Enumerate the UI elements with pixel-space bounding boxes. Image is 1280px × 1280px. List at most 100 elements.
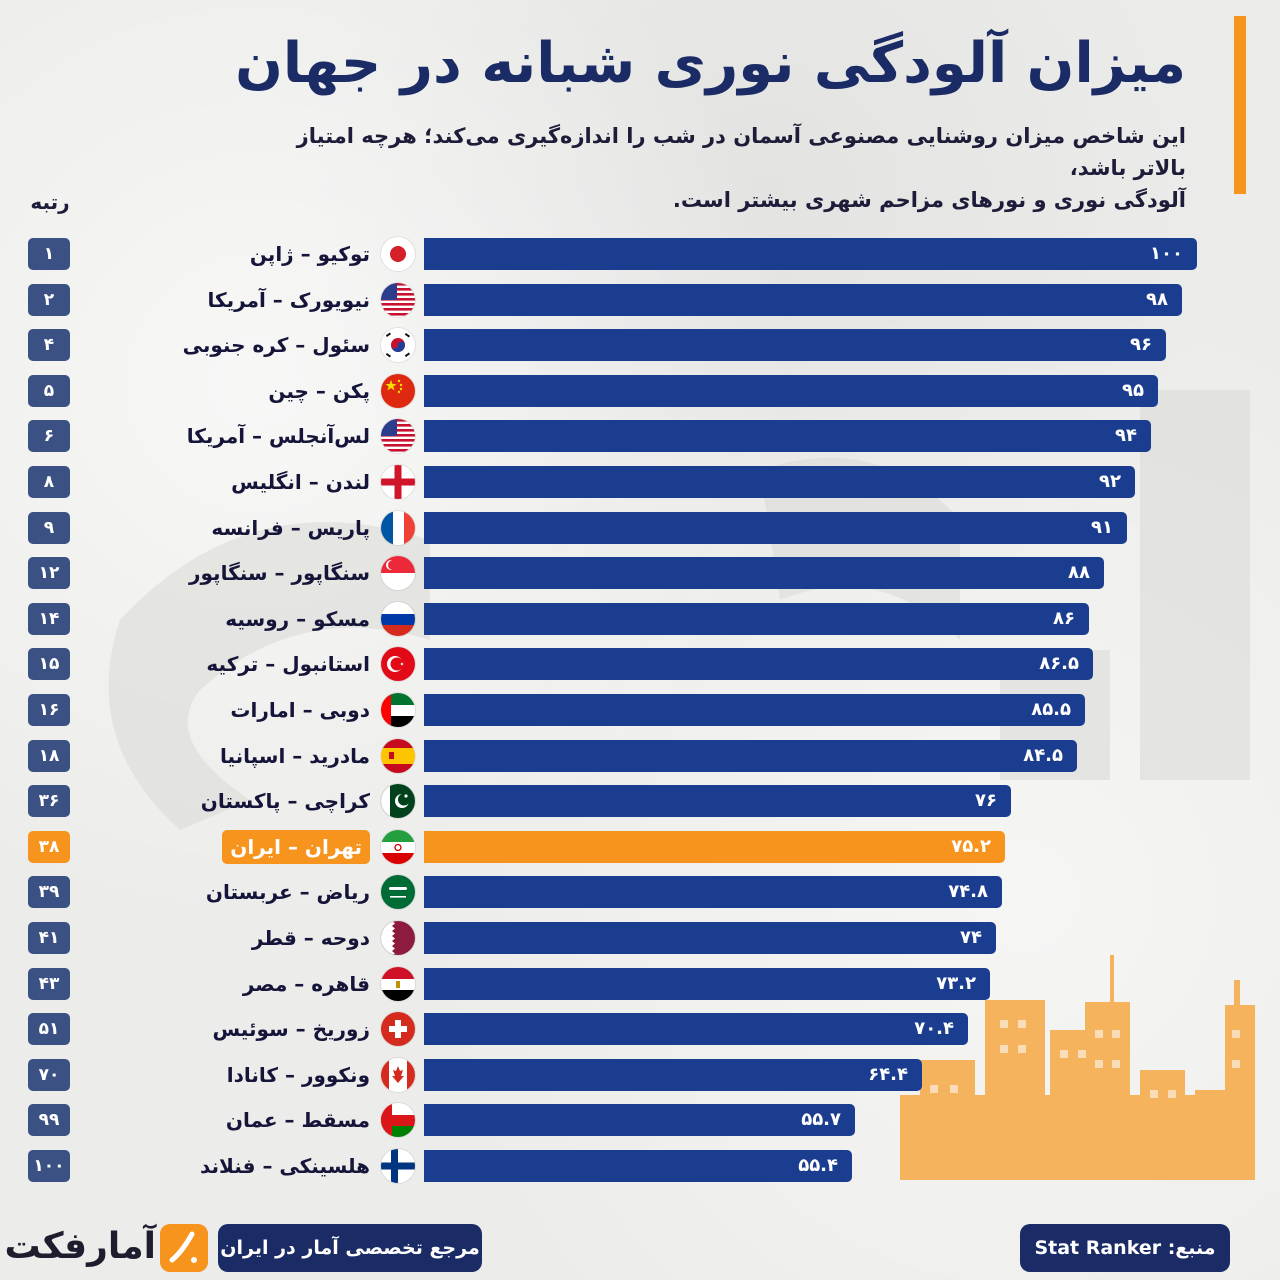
value-label: ۹۶: [1130, 334, 1152, 356]
rank-badge: ۴۱: [28, 922, 70, 954]
chart-row: ۵۱ زوریخ – سوئیس ۷۰.۴: [0, 1011, 1280, 1047]
source-label: منبع: Stat Ranker: [1020, 1224, 1230, 1272]
value-label: ۶۴.۴: [868, 1063, 908, 1085]
bar: [424, 420, 1151, 453]
usa-flag-icon: [381, 419, 415, 454]
chart-row: ۱۴ مسکو – روسیه ۸۶: [0, 601, 1280, 637]
city-label: دوحه – قطر: [251, 926, 370, 950]
city-label: پکن – چین: [268, 378, 370, 403]
value-label: ۵۵.۷: [801, 1109, 841, 1131]
city-label: استانبول – ترکیه: [206, 652, 370, 677]
bar: [424, 967, 990, 1000]
city-label: دوبی – امارات: [230, 698, 370, 722]
bar: [424, 648, 1093, 681]
value-label: ۱۰۰: [1150, 243, 1183, 264]
rank-badge: ۱۵: [28, 648, 70, 681]
rank-badge: ۱۶: [28, 694, 70, 726]
china-flag-icon: [381, 373, 415, 408]
bar: [424, 876, 1002, 909]
canada-flag-icon: [381, 1057, 415, 1092]
bar: [424, 238, 1197, 270]
value-label: ۸۶: [1053, 607, 1075, 629]
chart-row: ۱ توکیو – ژاپن ۱۰۰: [0, 236, 1280, 272]
switzerland-flag-icon: [381, 1012, 415, 1047]
value-label: ۹۱: [1091, 516, 1113, 538]
bar: [424, 602, 1089, 635]
chart-row: ۱۵ استانبول – ترکیه ۸۶.۵: [0, 646, 1280, 682]
value-label: ۷۴.۸: [948, 881, 988, 903]
chart-row: ۱۶ دوبی – امارات ۸۵.۵: [0, 692, 1280, 728]
logo-icon: [160, 1224, 208, 1272]
source-text: منبع: Stat Ranker: [1034, 1237, 1216, 1259]
rank-badge: ۳۶: [28, 785, 70, 818]
rank-badge: ۹: [28, 511, 70, 544]
city-label: سنگاپور – سنگاپور: [189, 561, 370, 586]
bar: [424, 1104, 855, 1137]
chart-row: ۱۰۰ هلسینکی – فنلاند ۵۵.۴: [0, 1148, 1280, 1184]
chart-row: ۸ لندن – انگلیس ۹۲: [0, 464, 1280, 500]
usa-flag-icon: [381, 282, 415, 317]
value-label: ۵۵.۴: [798, 1155, 838, 1176]
city-label: نیویورک – آمریکا: [207, 287, 370, 312]
value-label: ۹۵: [1122, 379, 1144, 401]
rank-badge: ۵۱: [28, 1013, 70, 1046]
city-label: تهران – ایران: [222, 829, 370, 864]
england-flag-icon: [381, 465, 415, 499]
rank-column-header: رتبه: [30, 190, 70, 214]
south-korea-flag-icon: [381, 328, 415, 363]
rank-badge: ۶: [28, 420, 70, 453]
rank-badge: ۴: [28, 329, 70, 362]
rank-badge: ۳۸: [28, 830, 70, 863]
city-label: سئول – کره جنوبی: [182, 333, 370, 358]
city-label: لس‌آنجلس – آمریکا: [186, 424, 370, 449]
chart-row: ۴۳ قاهره – مصر ۷۳.۲: [0, 966, 1280, 1002]
title-accent-bar: [1234, 16, 1246, 194]
egypt-flag-icon: [381, 966, 415, 1001]
rank-badge: ۵: [28, 374, 70, 407]
finland-flag-icon: [381, 1149, 415, 1183]
russia-flag-icon: [381, 601, 415, 636]
city-label: قاهره – مصر: [242, 971, 370, 996]
city-label: پاریس – فرانسه: [211, 515, 370, 540]
rank-badge: ۱۴: [28, 602, 70, 635]
value-label: ۸۵.۵: [1031, 699, 1071, 720]
page-title: میزان آلودگی نوری شبانه در جهان: [235, 31, 1186, 96]
bar: [424, 374, 1158, 407]
bar: [424, 922, 996, 954]
rank-badge: ۸: [28, 466, 70, 498]
city-label: مادرید – اسپانیا: [219, 743, 370, 768]
rank-badge: ۲: [28, 283, 70, 316]
bar: [424, 466, 1135, 498]
saudi-flag-icon: [381, 875, 415, 910]
singapore-flag-icon: [381, 556, 415, 591]
chart-row: ۹ پاریس – فرانسه ۹۱: [0, 510, 1280, 546]
uae-flag-icon: [381, 693, 415, 727]
city-label: کراچی – پاکستان: [200, 789, 370, 814]
chart-row: ۴ سئول – کره جنوبی ۹۶: [0, 327, 1280, 363]
brand-logo: آمارفکت: [4, 1226, 157, 1267]
turkey-flag-icon: [381, 647, 415, 682]
value-label: ۸۸: [1068, 562, 1090, 584]
city-label: توکیو – ژاپن: [249, 242, 370, 266]
city-label: مسقط – عمان: [225, 1108, 370, 1133]
rank-badge: ۱۸: [28, 739, 70, 772]
city-label: هلسینکی – فنلاند: [199, 1154, 370, 1178]
bar: [424, 1058, 922, 1091]
rank-badge: ۴۳: [28, 967, 70, 1000]
rank-badge: ۹۹: [28, 1104, 70, 1137]
subtitle: این شاخص میزان روشنایی مصنوعی آسمان در ش…: [286, 120, 1186, 216]
subtitle-line-1: این شاخص میزان روشنایی مصنوعی آسمان در ش…: [296, 124, 1186, 180]
bar: [424, 785, 1011, 818]
bar: [424, 694, 1085, 726]
subtitle-line-2: آلودگی نوری و نورهای مزاحم شهری بیشتر اس…: [672, 188, 1186, 212]
city-label: ونکوور – کانادا: [226, 1062, 370, 1087]
bar: [424, 1013, 968, 1046]
value-label: ۹۴: [1115, 425, 1137, 447]
chart-row: ۵ پکن – چین ۹۵: [0, 373, 1280, 409]
city-label: مسکو – روسیه: [225, 606, 370, 631]
qatar-flag-icon: [381, 921, 415, 955]
chart-row: ۳۹ ریاض – عربستان ۷۴.۸: [0, 874, 1280, 910]
bar: [424, 329, 1166, 362]
